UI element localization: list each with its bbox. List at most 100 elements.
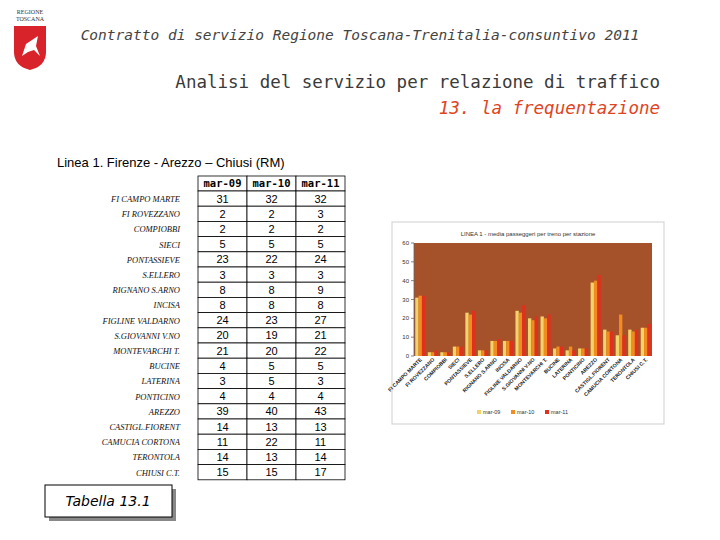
bar [628, 330, 631, 356]
cell [198, 343, 247, 358]
cell-value: 5 [317, 238, 323, 250]
cell-value: 13 [265, 421, 277, 433]
cell-value: 32 [265, 193, 277, 205]
y-tick-label: 10 [402, 334, 409, 340]
cell-value: 2 [219, 223, 225, 235]
cell-value: 8 [219, 299, 225, 311]
y-tick-label: 40 [402, 278, 409, 284]
row-label: INCISA [153, 300, 181, 310]
bar [481, 350, 484, 356]
row-label: S.ELLERO [142, 270, 180, 280]
cell [247, 206, 296, 221]
y-tick [411, 280, 414, 281]
caption-box [45, 485, 172, 517]
cell-value: 5 [268, 360, 274, 372]
row-label: CAMUCIA CORTONA [102, 437, 181, 447]
row-label: BUCINE [149, 361, 181, 371]
bar [422, 296, 425, 356]
legend-swatch [511, 410, 515, 414]
cell-value: 21 [216, 345, 228, 357]
bar [603, 330, 606, 356]
bar [556, 347, 559, 356]
bar [553, 348, 556, 356]
bar [522, 305, 525, 356]
cell-value: 9 [317, 284, 323, 296]
y-tick-label: 20 [402, 315, 409, 321]
cell [296, 434, 345, 449]
bar [434, 350, 437, 356]
bar [547, 315, 550, 356]
bar [528, 318, 531, 356]
bar [472, 311, 475, 356]
cell [296, 297, 345, 312]
bars [415, 275, 650, 356]
x-tick-label: CHIUSI C.T. [624, 356, 649, 381]
logo-text: REGIONETOSCANA [16, 9, 45, 22]
logo-word: REGIONE [17, 9, 44, 15]
cell [198, 358, 247, 373]
cell [296, 449, 345, 464]
cell [247, 343, 296, 358]
cell-value: 3 [317, 208, 323, 220]
y-tick [411, 261, 414, 262]
cell-value: 22 [265, 436, 277, 448]
bar [569, 347, 572, 356]
cell-value: 20 [216, 329, 228, 341]
cell [198, 313, 247, 328]
cell-value: 3 [219, 375, 225, 387]
column-header: mar-11 [302, 177, 340, 189]
cell [247, 221, 296, 236]
cell-value: 5 [268, 238, 274, 250]
cell-value: 13 [314, 421, 326, 433]
bar [428, 352, 431, 356]
cell [296, 313, 345, 328]
cell [247, 358, 296, 373]
bar [444, 352, 447, 356]
cell-value: 19 [265, 329, 277, 341]
row-label: COMPIOBBI [134, 224, 181, 234]
header-cell [198, 176, 247, 191]
cell [247, 328, 296, 343]
cell [247, 297, 296, 312]
chart: LINEA 1 - media passeggeri per treno per… [387, 222, 664, 424]
cell-value: 2 [268, 208, 274, 220]
row-label: MONTEVARCHI T. [112, 346, 180, 356]
cell-value: 22 [265, 253, 277, 265]
bar [610, 332, 613, 356]
bar [581, 348, 584, 356]
bar [578, 348, 581, 356]
legend-label: mar-10 [517, 409, 534, 415]
table: mar-09mar-10mar-11FI CAMPO MARTE313232FI… [101, 176, 345, 480]
cell-value: 17 [314, 466, 326, 478]
cell [198, 434, 247, 449]
cell [198, 449, 247, 464]
cell [198, 252, 247, 267]
bar [469, 315, 472, 356]
bar [632, 332, 635, 356]
bar [535, 316, 538, 356]
subheading: 13. la frequentazione [439, 98, 660, 118]
bar [541, 316, 544, 356]
cell [296, 252, 345, 267]
cell [198, 389, 247, 404]
bar [616, 335, 619, 356]
row-label: FI ROVEZZANO [121, 209, 180, 219]
cell-value: 4 [268, 390, 274, 402]
bar [641, 328, 644, 356]
cell-value: 40 [265, 405, 277, 417]
cell [296, 328, 345, 343]
cell [247, 434, 296, 449]
cell-value: 8 [268, 284, 274, 296]
cell [198, 373, 247, 388]
chart-title: LINEA 1 - media passeggeri per treno per… [461, 231, 596, 237]
y-tick [411, 318, 414, 319]
bar [494, 341, 497, 356]
bar [419, 296, 422, 356]
slide-title: Contratto di servizio Regione Toscana-Tr… [81, 27, 640, 43]
cell [247, 313, 296, 328]
cell [296, 237, 345, 252]
header-cell [247, 176, 296, 191]
bar [622, 335, 625, 356]
cell-value: 32 [314, 193, 326, 205]
cell-value: 3 [268, 269, 274, 281]
